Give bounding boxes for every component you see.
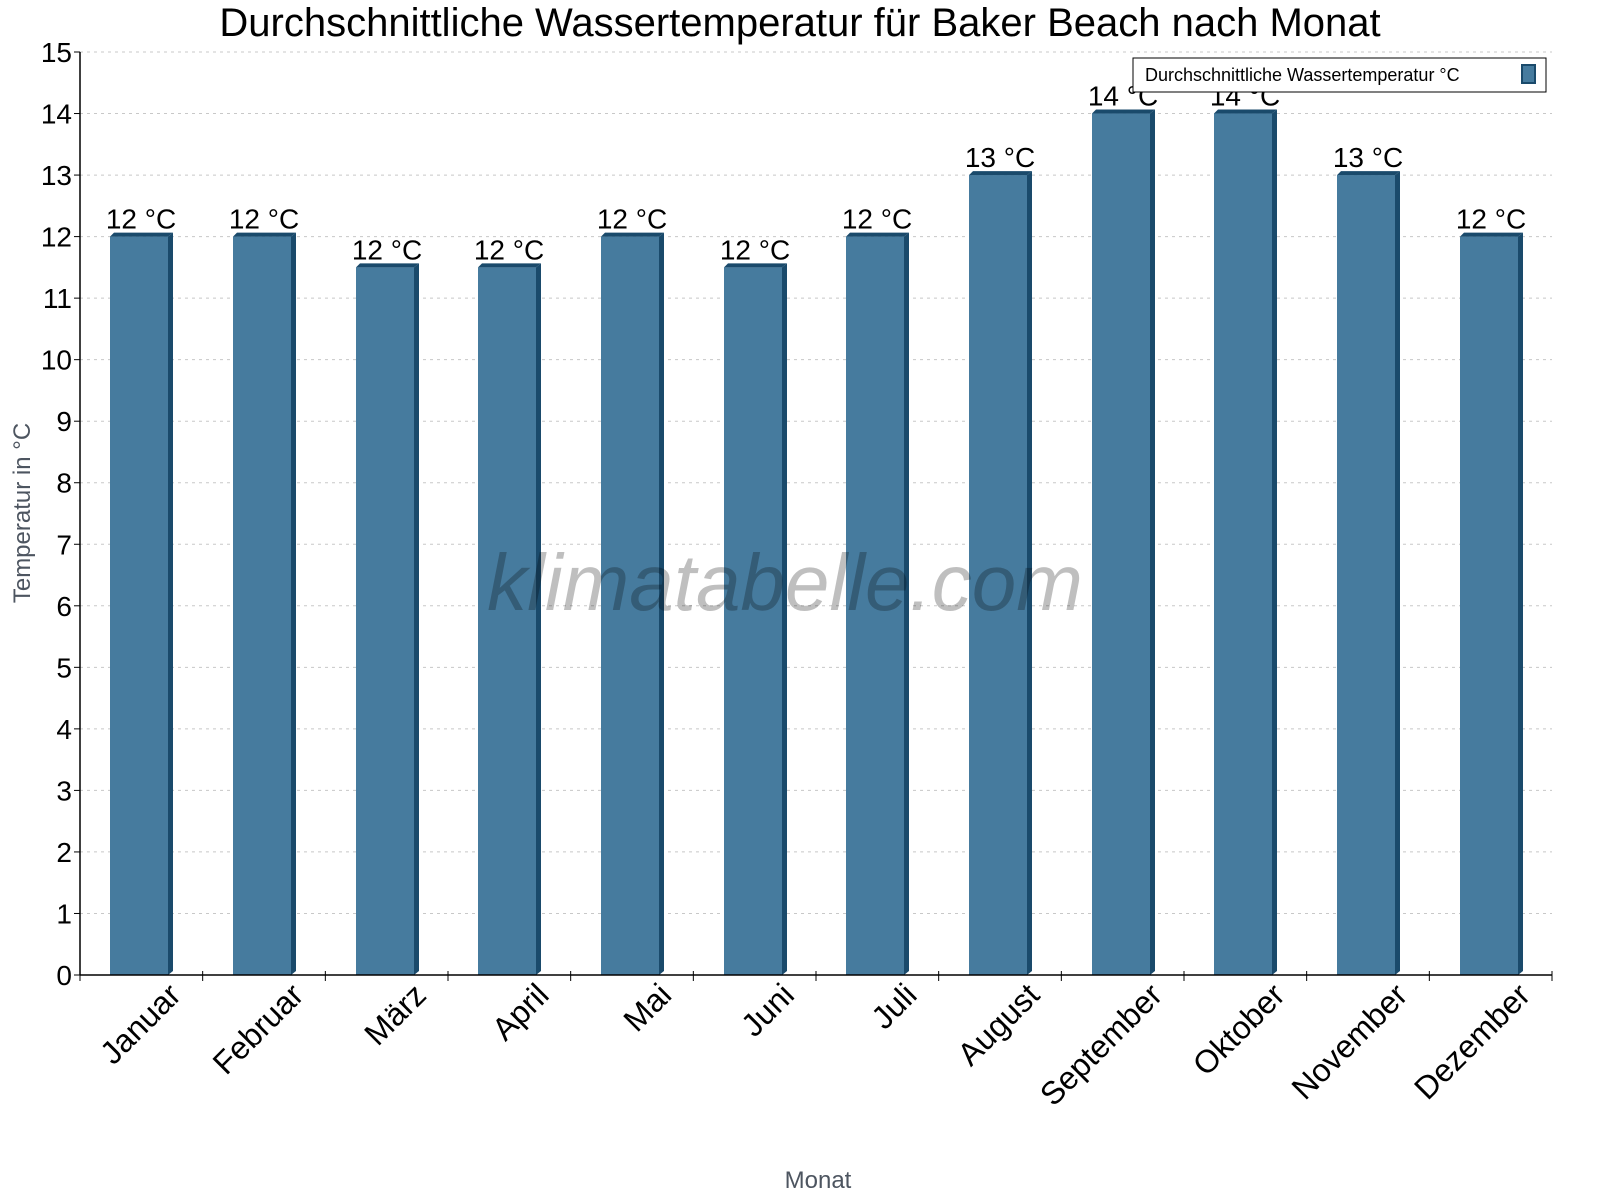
- x-axis-ticks: Januar Februar März April Mai Juni Juli AugustS…: [79, 971, 1553, 1113]
- x-tick-label: Januar: [93, 976, 188, 1071]
- bar: [724, 263, 787, 975]
- x-tick-label: März: [357, 976, 433, 1052]
- bar: [233, 232, 296, 976]
- x-tick-label: Juli: [864, 976, 923, 1035]
- x-tick-label: Mai: [616, 976, 678, 1038]
- y-tick-label: 7: [56, 529, 72, 560]
- bar: [1460, 232, 1523, 976]
- x-tick-label: September: [1033, 976, 1169, 1112]
- bar: [478, 263, 541, 975]
- y-tick-label: 3: [56, 775, 72, 806]
- y-tick-label: 12: [41, 222, 72, 253]
- bar-value-label: 12 °C: [597, 204, 667, 235]
- bar: [601, 232, 664, 976]
- x-tick-label: November: [1284, 976, 1414, 1106]
- y-tick-label: 0: [56, 960, 72, 991]
- bar: [1214, 109, 1277, 976]
- watermark: klimatabelle.com: [487, 538, 1083, 627]
- y-tick-label: 8: [56, 468, 72, 499]
- x-tick-label: Dezember: [1407, 976, 1537, 1106]
- bar-value-label: 12 °C: [842, 204, 912, 235]
- legend-box: [1132, 57, 1547, 93]
- bar-value-label: 12 °C: [720, 234, 790, 265]
- bar: [1092, 109, 1155, 976]
- bar: [356, 263, 419, 975]
- y-tick-label: 11: [43, 283, 72, 314]
- bar: [1337, 171, 1400, 976]
- x-axis-label: Monat: [785, 1167, 852, 1194]
- bar: [969, 171, 1032, 976]
- legend: Durchschnittliche Wassertemperatur °C: [1132, 57, 1547, 93]
- bar-value-label: 12 °C: [106, 204, 176, 235]
- bar-value-label: 12 °C: [1456, 204, 1526, 235]
- bar-series: 12 °C 12 °C 12 °C 12 °C 12 °C 12 °C 12 °C 13 °C…: [106, 81, 1526, 976]
- chart-title: Durchschnittliche Wassertemperatur für B…: [219, 1, 1380, 45]
- y-tick-label: 5: [56, 652, 72, 683]
- bar-value-label: 12 °C: [352, 234, 422, 265]
- y-tick-label: 2: [56, 837, 72, 868]
- y-tick-label: 10: [41, 345, 72, 376]
- gridlines: [80, 51, 1552, 914]
- x-tick-label: Oktober: [1186, 976, 1292, 1082]
- bar-value-label: 13 °C: [965, 142, 1035, 173]
- x-tick-label: Februar: [206, 976, 311, 1081]
- y-tick-label: 13: [41, 160, 72, 191]
- legend-label: Durchschnittliche Wassertemperatur °C: [1145, 65, 1460, 85]
- bar: [846, 232, 909, 976]
- bar-value-label: 12 °C: [474, 234, 544, 265]
- y-tick-label: 6: [56, 591, 72, 622]
- y-tick-label: 9: [56, 406, 72, 437]
- bar-value-label: 13 °C: [1333, 142, 1403, 173]
- bar: [110, 232, 173, 976]
- x-tick-label: August: [950, 976, 1046, 1072]
- y-tick-label: 1: [56, 898, 72, 929]
- y-tick-label: 14: [41, 99, 72, 130]
- y-axis-label: Temperatur in °C: [9, 423, 36, 603]
- x-tick-label: April: [485, 976, 556, 1047]
- axes: [79, 52, 1552, 976]
- x-tick-label: Juni: [734, 976, 801, 1043]
- legend-swatch-icon: [1521, 64, 1536, 84]
- y-tick-label: 4: [56, 714, 72, 745]
- bar-value-label: 12 °C: [229, 204, 299, 235]
- y-tick-label: 15: [41, 37, 72, 68]
